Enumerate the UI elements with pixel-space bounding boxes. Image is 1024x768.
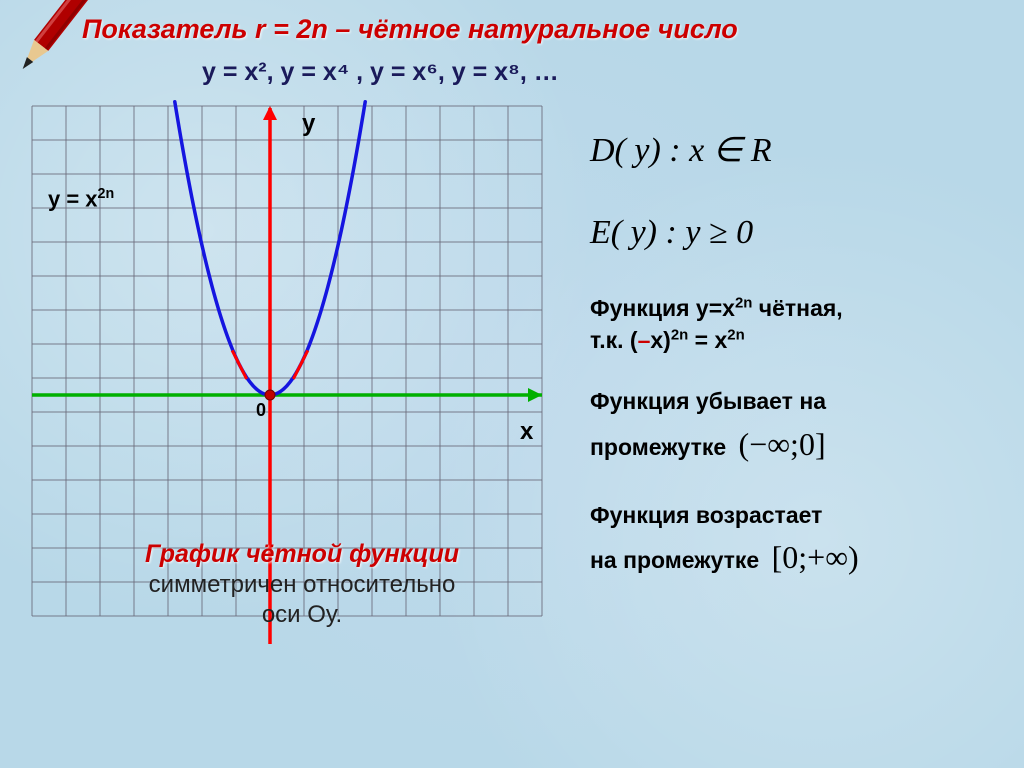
y-axis-label: у [302,110,315,138]
pencil-decoration [0,0,98,98]
curve-label: у = х2n [48,186,114,212]
caption-line2: симметричен относительно [82,571,522,599]
caption-line3: оси Оу. [82,601,522,629]
increasing-property: Функция возрастает на промежутке [0;+∞) [590,498,1010,583]
caption-line1: График чётной функции [82,540,522,569]
origin-label: 0 [256,400,266,421]
even-property: Функция у=х2n чётная, т.к. (–х)2n = x2n [590,292,1010,356]
slide-title: Показатель r = 2n – чётное натуральное ч… [82,14,738,45]
graph-caption: График чётной функции симметричен относи… [82,540,522,629]
range-text: E( y) : y ≥ 0 [590,214,1010,252]
properties-column: D( y) : x ∈ R E( y) : y ≥ 0 Функция у=х2… [590,130,1010,583]
x-axis-label: х [520,418,533,446]
domain-text: D( y) : x ∈ R [590,130,1010,170]
decreasing-property: Функция убывает на промежутке (−∞;0] [590,384,1010,469]
function-examples: у = х², у = х⁴ , у = х⁶, у = х⁸, … [202,58,559,87]
